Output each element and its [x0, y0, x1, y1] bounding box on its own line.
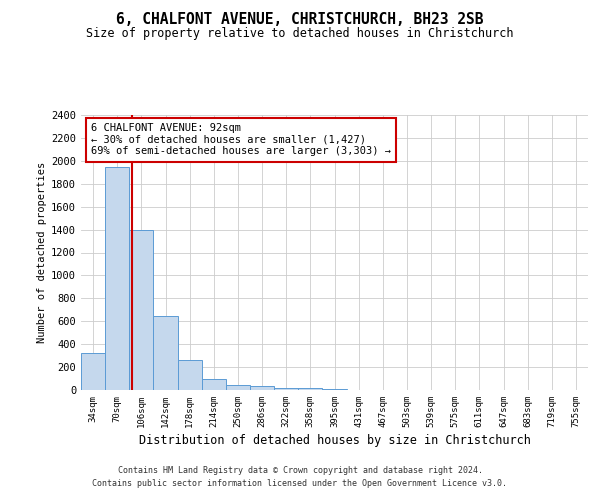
Bar	[226, 385, 250, 390]
Bar	[154, 316, 178, 390]
Text: 6, CHALFONT AVENUE, CHRISTCHURCH, BH23 2SB: 6, CHALFONT AVENUE, CHRISTCHURCH, BH23 2…	[116, 12, 484, 28]
Bar	[298, 388, 322, 390]
Bar	[202, 378, 226, 390]
Bar	[105, 166, 129, 390]
Text: Size of property relative to detached houses in Christchurch: Size of property relative to detached ho…	[86, 28, 514, 40]
Bar	[129, 230, 154, 390]
Text: 6 CHALFONT AVENUE: 92sqm
← 30% of detached houses are smaller (1,427)
69% of sem: 6 CHALFONT AVENUE: 92sqm ← 30% of detach…	[91, 123, 391, 156]
Bar	[178, 360, 202, 390]
Bar	[274, 388, 298, 390]
Bar	[250, 386, 274, 390]
X-axis label: Distribution of detached houses by size in Christchurch: Distribution of detached houses by size …	[139, 434, 530, 447]
Bar	[81, 354, 105, 390]
Text: Contains HM Land Registry data © Crown copyright and database right 2024.
Contai: Contains HM Land Registry data © Crown c…	[92, 466, 508, 487]
Y-axis label: Number of detached properties: Number of detached properties	[37, 162, 47, 343]
